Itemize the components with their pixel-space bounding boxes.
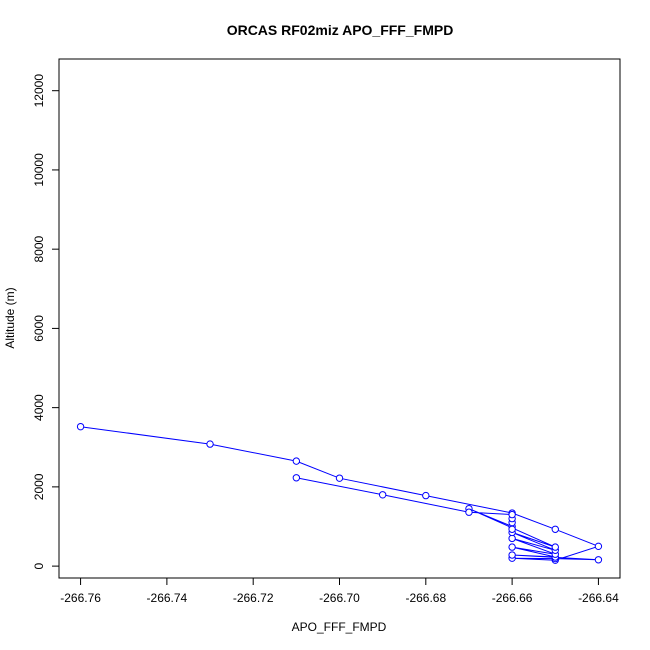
chart-title: ORCAS RF02miz APO_FFF_FMPD: [227, 22, 454, 38]
data-point: [76, 422, 85, 431]
series-layer: [76, 422, 603, 564]
y-tick-label: 0: [32, 562, 46, 569]
x-tick-label: -266.64: [578, 591, 619, 605]
x-tick-label: -266.70: [319, 591, 360, 605]
data-point: [292, 474, 301, 482]
data-point: [508, 525, 516, 533]
x-tick-label: -266.74: [147, 591, 188, 605]
y-tick-label: 4000: [32, 394, 46, 421]
data-point: [378, 491, 387, 499]
data-point: [551, 525, 559, 533]
x-tick-label: -266.72: [233, 591, 274, 605]
data-point: [335, 474, 344, 482]
plot-area: [58, 58, 621, 579]
x-axis: -266.76 -266.74 -266.72 -266.70 -266.68 -266.…: [60, 577, 619, 605]
data-point: [508, 543, 516, 551]
x-tick-label: -266.76: [60, 591, 101, 605]
data-point: [206, 440, 214, 448]
x-axis-label: APO_FFF_FMPD: [292, 620, 387, 634]
series-line: [80, 426, 600, 561]
y-axis: 0 2000 4000 6000 8000 10000 12000: [32, 74, 60, 569]
data-point: [594, 542, 603, 551]
data-point: [292, 457, 301, 465]
y-tick-label: 10000: [32, 153, 46, 187]
data-point: [422, 491, 430, 500]
data-point: [508, 551, 516, 559]
y-tick-label: 12000: [32, 74, 46, 108]
x-tick-label: -266.66: [492, 591, 533, 605]
data-point: [508, 534, 516, 543]
y-tick-label: 8000: [32, 235, 46, 262]
y-tick-label: 6000: [32, 315, 46, 342]
y-tick-label: 2000: [32, 473, 46, 500]
data-point: [551, 543, 559, 551]
data-point: [465, 508, 473, 516]
data-point: [508, 510, 516, 519]
x-tick-label: -266.68: [405, 591, 446, 605]
y-axis-label: Altitude (m): [3, 287, 17, 348]
data-point: [594, 556, 603, 564]
